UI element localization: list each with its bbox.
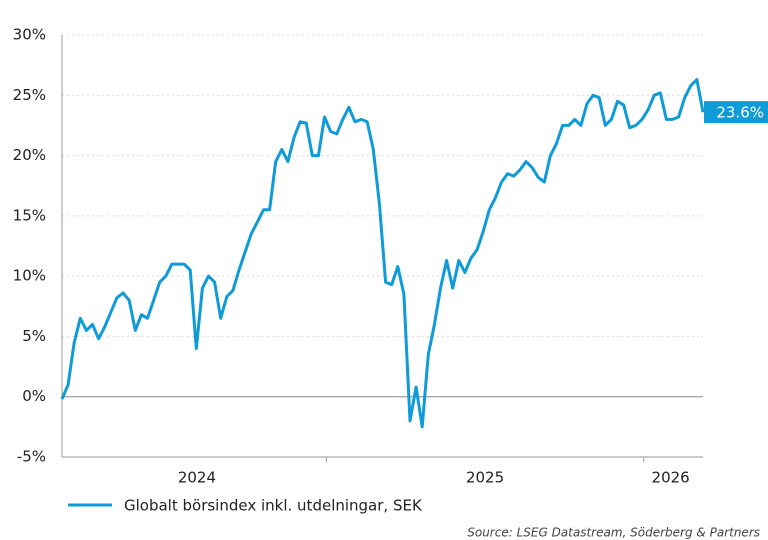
x-tick-label: 2026: [652, 469, 690, 487]
y-tick-label: 15%: [13, 206, 46, 224]
source-note: Source: LSEG Datastream, Söderberg & Par…: [467, 526, 760, 540]
x-tick-label: 2025: [466, 469, 504, 487]
y-tick-label: 10%: [13, 267, 46, 285]
y-tick-label: 20%: [13, 146, 46, 164]
last-value-label: 23.6%: [716, 104, 764, 122]
line-series: [60, 78, 705, 429]
legend-label: Globalt börsindex inkl. utdelningar, SEK: [124, 497, 423, 515]
y-tick-label: 0%: [22, 387, 46, 405]
last-value-box: [704, 101, 768, 124]
y-tick-label: -5%: [17, 448, 46, 466]
y-tick-label: 5%: [22, 327, 46, 345]
x-tick-label: 2024: [178, 469, 216, 487]
y-tick-label: 25%: [13, 86, 46, 104]
y-tick-label: 30%: [13, 26, 46, 44]
